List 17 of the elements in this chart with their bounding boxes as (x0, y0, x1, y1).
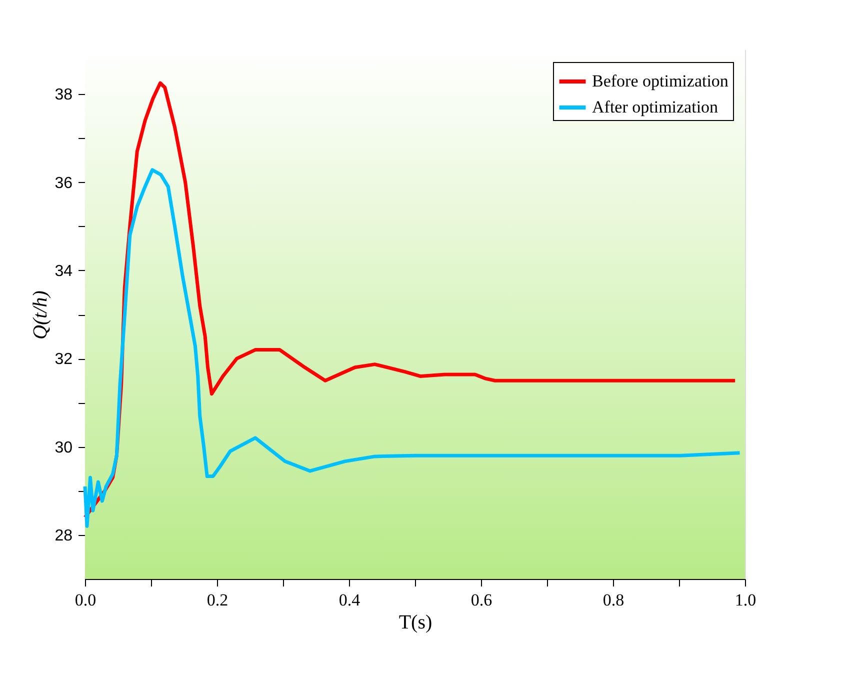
y-tick-label: 28 (54, 527, 73, 544)
x-axis-title: T(s) (398, 612, 432, 634)
legend-label: After optimization (592, 98, 719, 116)
x-tick-label: 0.8 (602, 590, 624, 610)
y-tick-label: 34 (54, 262, 73, 280)
y-axis-title: Q(t/h) (30, 290, 52, 340)
y-tick-label: 36 (54, 174, 73, 192)
x-tick-label: 0.0 (74, 590, 96, 610)
x-tick-label: 1.0 (734, 590, 756, 610)
line-series (83, 168, 742, 528)
y-tick-label: 38 (54, 86, 73, 104)
x-tick-label: 0.6 (470, 590, 492, 610)
x-tick-label: 0.2 (206, 590, 228, 610)
y-tick-label: 32 (54, 351, 73, 368)
legend-label: Before optimization (592, 72, 729, 90)
y-tick-label: 30 (54, 439, 73, 456)
x-tick-label: 0.4 (338, 590, 361, 610)
